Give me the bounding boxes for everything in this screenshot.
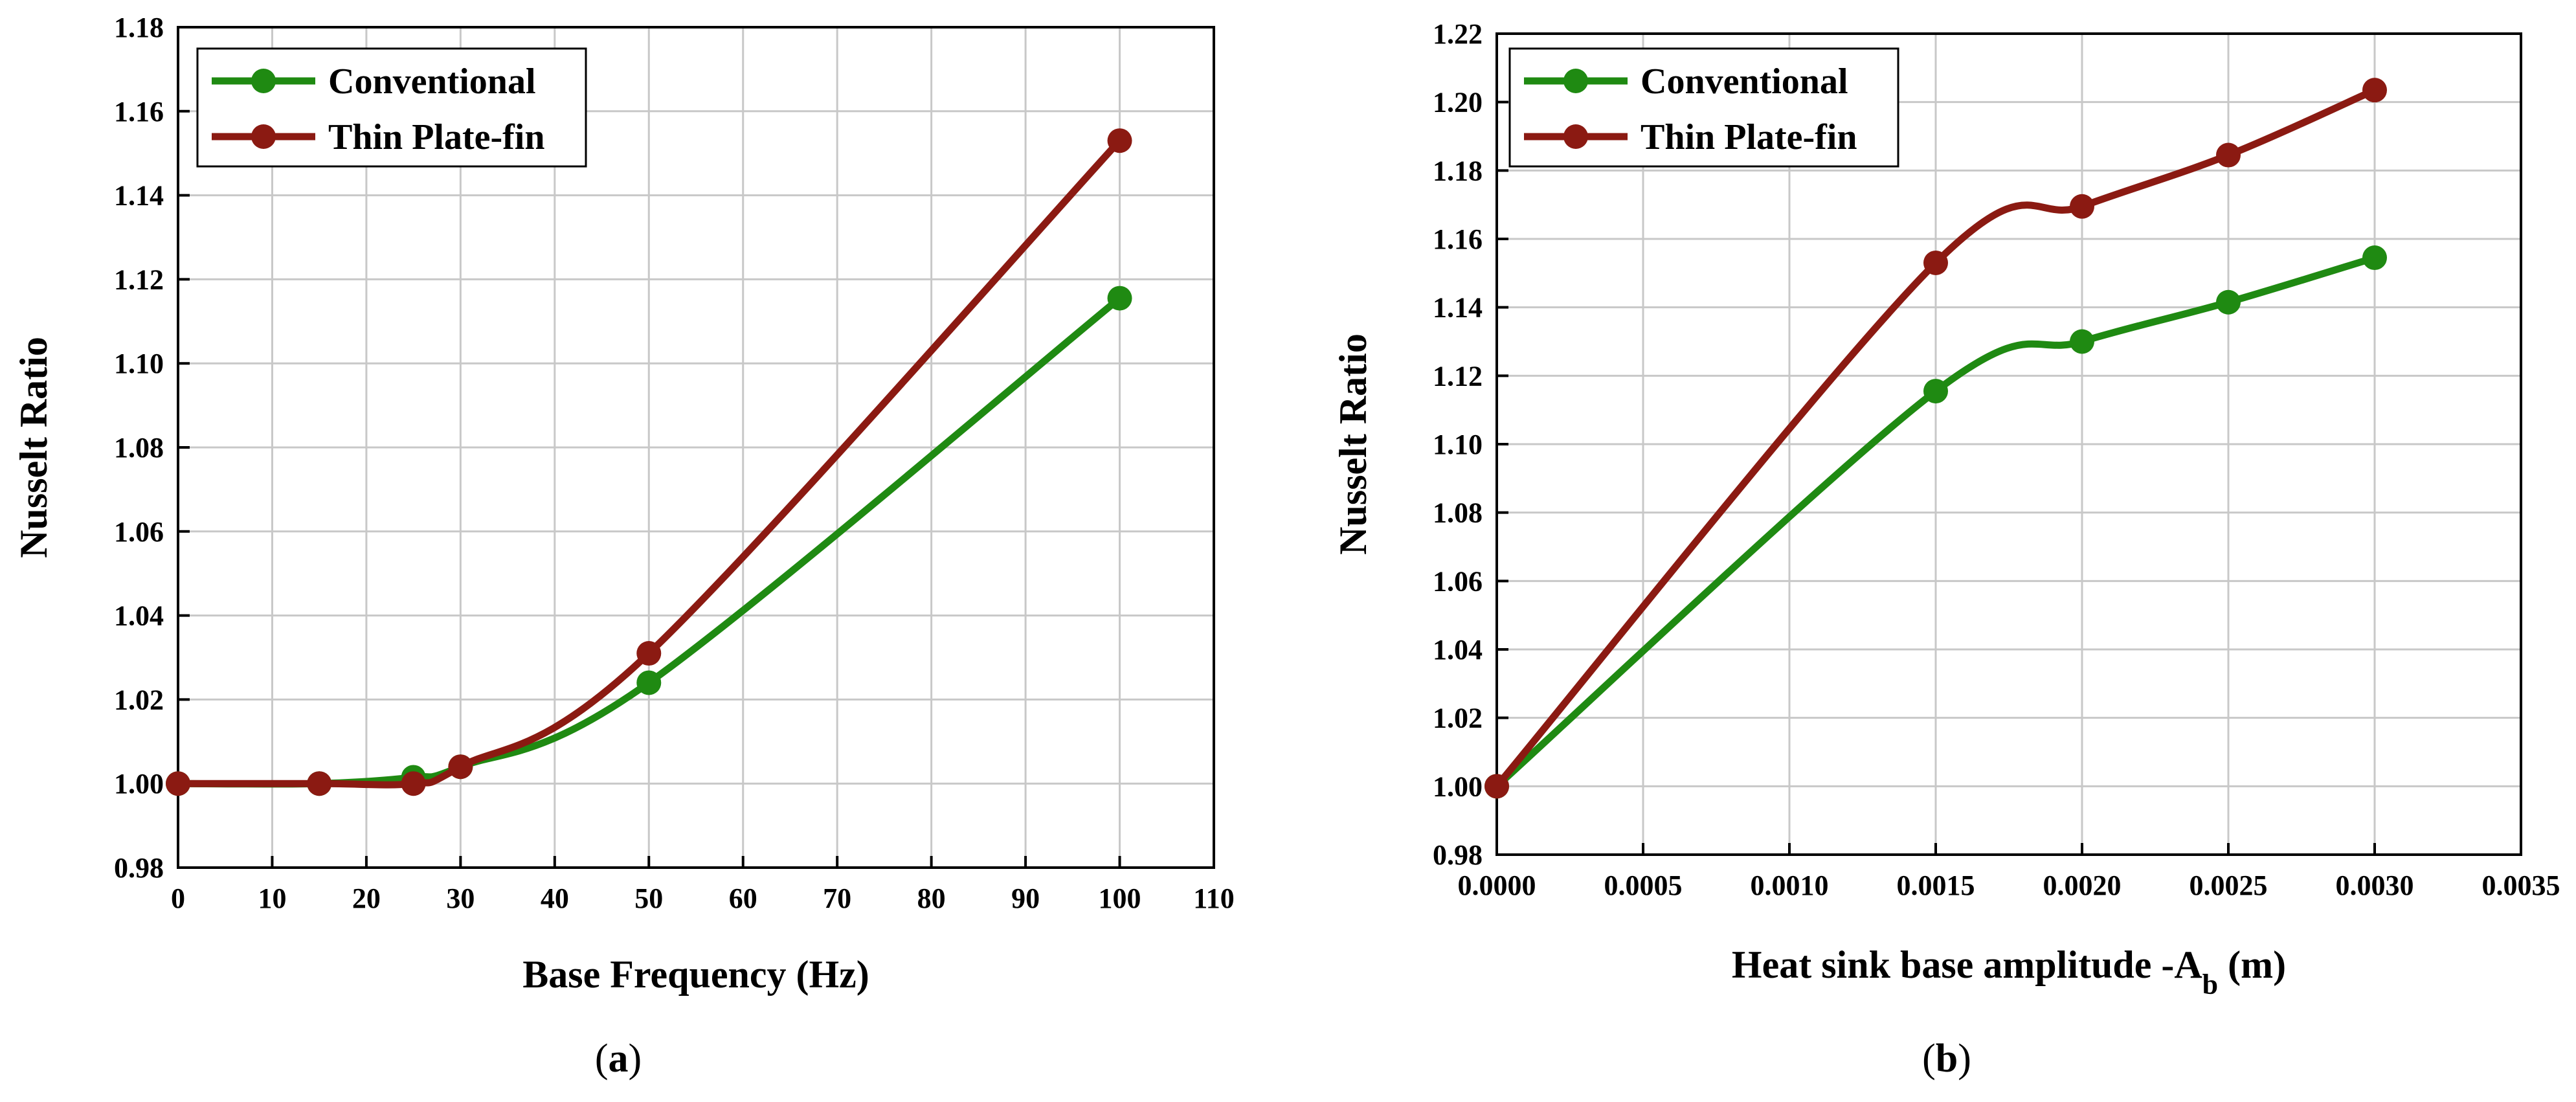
x-tick-label: 70 (823, 883, 851, 914)
x-tick-label: 0.0005 (1604, 870, 1683, 901)
x-tick-label: 100 (1099, 883, 1141, 914)
y-axis-label: Nusselt Ratio (1332, 333, 1374, 555)
y-tick-label: 1.02 (114, 684, 164, 715)
y-tick-label: 1.18 (1433, 155, 1483, 186)
x-tick-label: 50 (634, 883, 663, 914)
panel-label-letter: a (609, 1037, 629, 1081)
x-tick-label: 10 (258, 883, 286, 914)
data-point (2216, 142, 2241, 168)
data-point (1484, 774, 1509, 799)
y-tick-label: 1.08 (114, 432, 164, 464)
y-tick-label: 1.10 (114, 348, 164, 379)
legend-label: Conventional (1641, 62, 1848, 102)
y-tick-label: 1.20 (1433, 87, 1483, 118)
y-tick-label: 1.04 (1433, 634, 1483, 666)
legend-label: Conventional (328, 62, 536, 102)
y-tick-label: 1.00 (1433, 770, 1483, 802)
y-tick-label: 0.98 (1433, 839, 1483, 871)
y-tick-label: 1.16 (114, 96, 164, 128)
data-point (636, 670, 662, 695)
data-point (2216, 289, 2241, 315)
y-tick-label: 1.14 (1433, 292, 1483, 324)
y-tick-label: 1.18 (114, 12, 164, 43)
x-axis-label: Heat sink base amplitude -Ab (m) (1732, 943, 2286, 1000)
data-point (2070, 329, 2094, 354)
data-point (2362, 245, 2387, 271)
x-tick-label: 0 (171, 883, 185, 914)
x-tick-label: 0.0025 (2190, 870, 2268, 901)
x-tick-label: 20 (352, 883, 381, 914)
data-point (166, 771, 190, 796)
panel-label-letter: b (1936, 1037, 1958, 1081)
chart-panel-b: 0.0000 0.0005 0.0010 0.0015 0.0020 0.0025 0.00… (1332, 18, 2560, 1081)
y-axis-label: Nusselt Ratio (12, 337, 55, 558)
chart-panel-a: 0 10 20 30 40 50 60 70 80 90 100 110 0.98 1.00 1.02 1.0… (12, 12, 1235, 1081)
legend: Conventional Thin Plate-fin (196, 47, 587, 168)
y-tick-label: 1.06 (1433, 565, 1483, 597)
x-tick-label: 0.0015 (1897, 870, 1975, 901)
y-tick-label: 1.12 (114, 264, 164, 295)
x-tick-label: 0.0020 (2043, 870, 2122, 901)
x-tick-label: 110 (1193, 883, 1235, 914)
x-axis-label-unit: (m) (2218, 943, 2286, 986)
panel-label: (b) (1922, 1037, 1971, 1081)
x-tick-label: 40 (541, 883, 569, 914)
legend-marker (251, 69, 276, 93)
y-tick-label: 1.00 (114, 768, 164, 800)
x-tick-label: 90 (1011, 883, 1040, 914)
series-line (1493, 86, 2379, 790)
x-tick-label: 30 (446, 883, 475, 914)
data-point (1923, 379, 1948, 404)
y-tick-label: 1.02 (1433, 703, 1483, 734)
data-point (1107, 128, 1132, 153)
y-tick-label: 0.98 (114, 852, 164, 884)
series-line (1493, 254, 2379, 790)
data-point (307, 771, 332, 796)
legend-label: Thin Plate-fin (1641, 117, 1857, 157)
legend-marker (1563, 69, 1588, 93)
y-tick-label: 1.10 (1433, 429, 1483, 460)
y-tick-label: 1.22 (1433, 18, 1483, 50)
legend-label: Thin Plate-fin (328, 117, 544, 157)
y-tick-label: 1.06 (114, 516, 164, 548)
series-thin-plate-fin (166, 128, 1132, 796)
legend: Conventional Thin Plate-fin (1508, 47, 1899, 168)
panel-label-close: ) (629, 1037, 642, 1081)
series-thin-plate-fin (1484, 78, 2387, 799)
x-tick-label: 0.0010 (1751, 870, 1829, 901)
data-point (401, 771, 426, 796)
y-tick-label: 1.04 (114, 600, 164, 632)
x-axis-label-subscript: b (2202, 969, 2218, 1000)
data-point (2070, 194, 2094, 219)
data-point (1107, 286, 1132, 311)
x-tick-label: 0.0035 (2482, 870, 2560, 901)
data-point (2362, 78, 2387, 103)
x-tick-label: 0.0030 (2336, 870, 2414, 901)
panel-label: (a) (595, 1037, 642, 1081)
x-tick-label: 0.0000 (1458, 870, 1536, 901)
data-point (636, 641, 662, 666)
x-tick-label: 60 (729, 883, 757, 914)
y-tick-label: 1.14 (114, 180, 164, 212)
panel-label-close: ) (1958, 1037, 1971, 1081)
legend-marker (1563, 124, 1588, 149)
x-axis-label: Base Frequency (Hz) (522, 953, 869, 996)
data-point (448, 754, 473, 780)
legend-marker (251, 124, 276, 149)
y-tick-label: 1.16 (1433, 223, 1483, 255)
x-tick-label: 80 (917, 883, 946, 914)
data-point (1923, 250, 1948, 275)
y-tick-label: 1.08 (1433, 497, 1483, 529)
y-tick-label: 1.12 (1433, 360, 1483, 392)
